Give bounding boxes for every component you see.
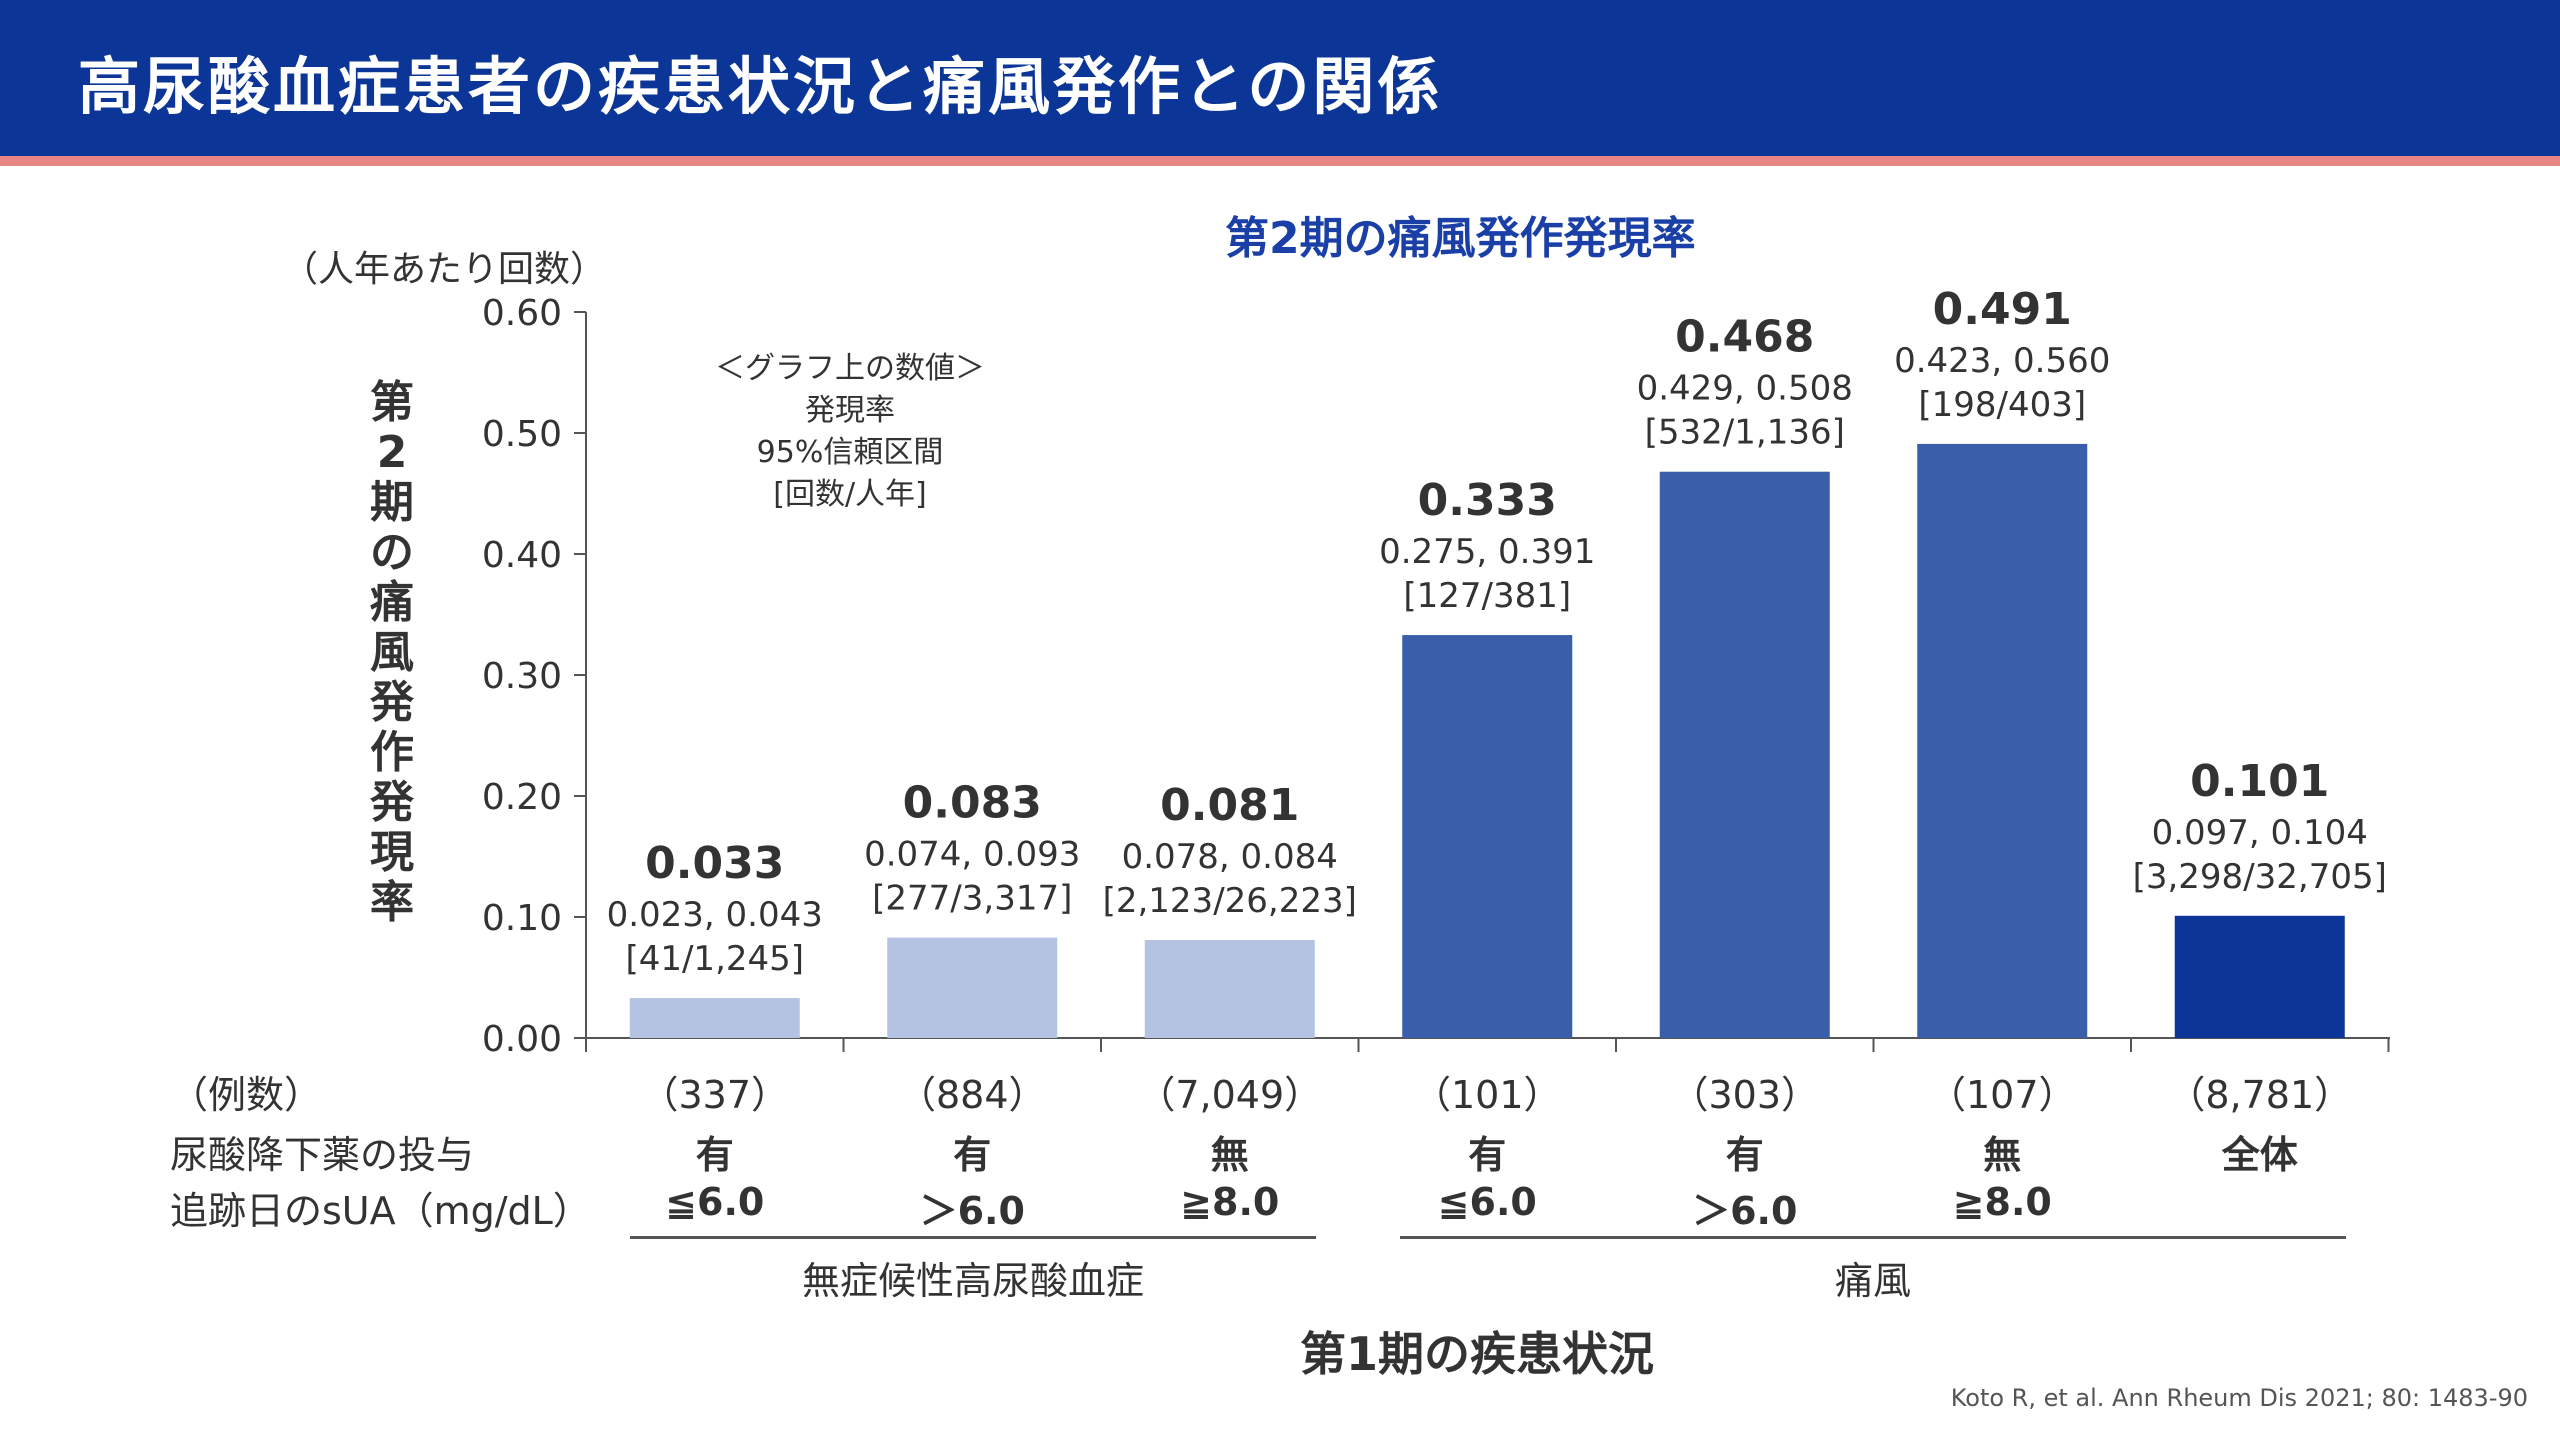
bar-events-label: [2,123/26,223] — [1103, 881, 1357, 921]
bar-events-label: [3,298/32,705] — [2133, 857, 2387, 897]
y-tick-label: 0.00 — [482, 1019, 562, 1060]
category-n: （101） — [1412, 1073, 1562, 1117]
x-axis-title: 第1期の疾患状況 — [1300, 1327, 1655, 1381]
category-n: （8,781） — [2167, 1073, 2353, 1117]
bar — [2174, 915, 2345, 1038]
legend-note-line: ＜グラフ上の数値＞ — [715, 351, 985, 386]
category-drug: 全体 — [2221, 1133, 2298, 1177]
y-tick-label: 0.20 — [482, 777, 562, 818]
y-axis-unit: （人年あたり回数） — [282, 249, 607, 290]
group-label-gout: 痛風 — [1834, 1259, 1911, 1303]
bar-ci-label: 0.423, 0.560 — [1894, 341, 2110, 381]
bar — [887, 937, 1058, 1038]
page-title: 高尿酸血症患者の疾患状況と痛風発作との関係 — [78, 50, 1443, 123]
y-tick-label: 0.50 — [482, 414, 562, 455]
bar-events-label: [127/381] — [1403, 576, 1571, 616]
y-tick-label: 0.30 — [482, 656, 562, 697]
row-label-drug: 尿酸降下薬の投与 — [170, 1133, 475, 1177]
bar-ci-label: 0.023, 0.043 — [607, 895, 823, 935]
category-n: （303） — [1670, 1073, 1820, 1117]
bar-value-label: 0.491 — [1933, 284, 2072, 335]
bar-ci-label: 0.275, 0.391 — [1379, 532, 1595, 572]
category-sua: ≦6.0 — [665, 1180, 765, 1224]
chart-title: 第2期の痛風発作発現率 — [1225, 213, 1696, 264]
bar-value-label: 0.468 — [1675, 312, 1814, 363]
bar — [1659, 471, 1830, 1039]
legend-note-line: [回数/人年] — [773, 477, 927, 512]
category-sua: ＞6.0 — [919, 1189, 1025, 1233]
category-n: （7,049） — [1137, 1073, 1323, 1117]
category-drug: 有 — [1468, 1133, 1507, 1177]
y-tick-label: 0.60 — [482, 293, 562, 334]
category-n: （884） — [897, 1073, 1047, 1117]
group-bracket-gout — [1400, 1236, 2346, 1239]
bar-ci-label: 0.429, 0.508 — [1637, 369, 1853, 409]
bar — [1402, 635, 1573, 1038]
bar — [1917, 443, 2088, 1038]
bar-value-label: 0.333 — [1418, 475, 1557, 526]
category-n: （337） — [640, 1073, 790, 1117]
legend-note-line: 95%信頼区間 — [756, 435, 944, 470]
bar-events-label: [277/3,317] — [872, 879, 1072, 919]
bar-value-label: 0.101 — [2190, 756, 2329, 807]
category-drug: 無 — [1210, 1133, 1249, 1177]
category-drug: 無 — [1983, 1133, 2022, 1177]
y-tick-label: 0.10 — [482, 898, 562, 939]
bar-ci-label: 0.078, 0.084 — [1122, 837, 1338, 877]
bar-events-label: [198/403] — [1918, 385, 2086, 425]
row-label-sua: 追跡日のsUA（mg/dL） — [170, 1189, 591, 1233]
bar-value-label: 0.081 — [1160, 780, 1299, 831]
bar-ci-label: 0.097, 0.104 — [2152, 813, 2368, 853]
category-sua: ＞6.0 — [1692, 1189, 1798, 1233]
legend-note: ＜グラフ上の数値＞ 発現率 95%信頼区間 [回数/人年] — [690, 348, 1010, 516]
category-sua: ≧8.0 — [1952, 1180, 2052, 1224]
group-label-asymptomatic: 無症候性高尿酸血症 — [801, 1259, 1144, 1303]
citation: Koto R, et al. Ann Rheum Dis 2021; 80: 1… — [1950, 1384, 2528, 1412]
bar — [629, 998, 800, 1038]
category-n: （107） — [1927, 1073, 2077, 1117]
legend-note-line: 発現率 — [805, 393, 895, 428]
bar-events-label: [41/1,245] — [625, 939, 804, 979]
bar — [1144, 939, 1315, 1038]
y-axis-title: 第2期の痛風発作発現率 — [370, 377, 414, 928]
bar-events-label: [532/1,136] — [1645, 413, 1845, 453]
category-sua: ≦6.0 — [1437, 1180, 1537, 1224]
header-bar — [0, 0, 2560, 156]
group-bracket-asymptomatic — [630, 1236, 1316, 1239]
row-label-n: （例数） — [170, 1073, 323, 1117]
category-drug: 有 — [1725, 1133, 1764, 1177]
category-drug: 有 — [953, 1133, 992, 1177]
category-sua: ≧8.0 — [1180, 1180, 1280, 1224]
category-drug: 有 — [695, 1133, 734, 1177]
bar-ci-label: 0.074, 0.093 — [864, 835, 1080, 875]
bar-value-label: 0.033 — [645, 838, 784, 889]
y-tick-label: 0.40 — [482, 535, 562, 576]
header-accent-stripe — [0, 156, 2560, 166]
bar-value-label: 0.083 — [903, 778, 1042, 829]
